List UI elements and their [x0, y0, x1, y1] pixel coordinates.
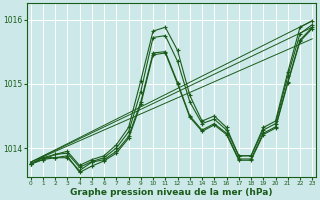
X-axis label: Graphe pression niveau de la mer (hPa): Graphe pression niveau de la mer (hPa) — [70, 188, 273, 197]
